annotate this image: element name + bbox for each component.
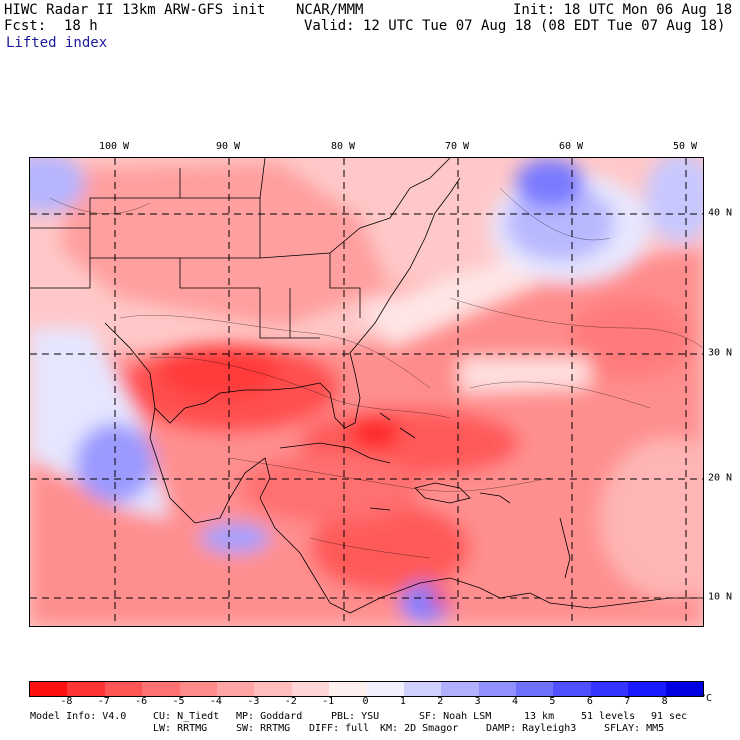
color-scale-segment xyxy=(67,682,105,696)
color-scale-tick-label: 0 xyxy=(362,696,369,707)
field-name: Lifted index xyxy=(6,35,108,51)
valid-time: Valid: 12 UTC Tue 07 Aug 18 (08 EDT Tue … xyxy=(304,18,726,34)
lon-label-90w: 90 W xyxy=(215,141,241,152)
lat-lon-grid xyxy=(30,158,703,626)
color-scale-tick-label: 8 xyxy=(661,696,668,707)
footer-levels: 51 levels xyxy=(581,711,636,722)
footer-surface-layer: SFLAY: MM5 xyxy=(604,723,665,734)
color-scale-tick-label: -5 xyxy=(172,696,185,707)
color-scale-tick-label: 2 xyxy=(437,696,444,707)
color-scale-segment xyxy=(216,682,255,696)
color-scale-tick-label: -6 xyxy=(135,696,148,707)
footer-km: KM: 2D Smagor xyxy=(380,723,459,734)
color-scale-segment xyxy=(30,682,68,696)
color-scale-tick-label: -1 xyxy=(322,696,335,707)
color-scale-segment xyxy=(516,682,554,696)
forecast-hour: 18 h xyxy=(64,18,98,34)
color-scale-segment xyxy=(403,682,442,696)
footer-model-info: Model Info: V4.0 xyxy=(30,711,127,722)
color-scale-tick-label: 3 xyxy=(474,696,481,707)
lon-label-50w: 50 W xyxy=(672,141,698,152)
color-scale-segment xyxy=(665,682,704,696)
footer-diffusion: DIFF: full xyxy=(309,723,370,734)
unit-label: °C xyxy=(700,693,713,704)
footer-pbl: PBL: YSU xyxy=(331,711,380,722)
coastlines xyxy=(30,158,703,614)
color-scale-segment xyxy=(366,682,404,696)
footer-cumulus: CU: N_Tiedt xyxy=(153,711,220,722)
color-scale-tick-label: 1 xyxy=(399,696,406,707)
forecast-label: Fcst: xyxy=(4,18,47,34)
footer-damping: DAMP: Rayleigh3 xyxy=(486,723,577,734)
color-scale-tick-label: -7 xyxy=(97,696,110,707)
color-scale-segment xyxy=(628,682,666,696)
lon-label-80w: 80 W xyxy=(330,141,356,152)
color-scale-segment xyxy=(441,682,479,696)
color-scale-tick-label: -3 xyxy=(247,696,260,707)
color-scale-segment xyxy=(478,682,517,696)
color-scale-segment xyxy=(553,682,591,696)
map-title: HIWC Radar II 13km ARW-GFS init xyxy=(4,2,266,18)
lat-label-20n: 20 N xyxy=(708,472,733,484)
lifted-index-field xyxy=(30,158,703,626)
color-scale-segment xyxy=(104,682,143,696)
map-canvas xyxy=(30,158,703,626)
contour-lines xyxy=(49,187,703,559)
color-scale-segment xyxy=(254,682,292,696)
lon-label-100w: 100 W xyxy=(98,141,130,152)
lon-label-60w: 60 W xyxy=(558,141,584,152)
footer-timestep: 91 sec xyxy=(651,711,688,722)
lifted-index-map xyxy=(29,157,704,627)
footer-longwave: LW: RRTMG xyxy=(153,723,208,734)
color-scale-tick-label: 6 xyxy=(586,696,593,707)
color-scale-bar xyxy=(29,681,704,697)
color-scale-tick-label: 5 xyxy=(549,696,556,707)
color-scale-segment xyxy=(142,682,180,696)
color-scale-tick-label: -4 xyxy=(209,696,222,707)
color-scale-tick-label: 7 xyxy=(624,696,631,707)
color-scale-tick-label: -8 xyxy=(60,696,73,707)
lat-label-10n: 10 N xyxy=(708,591,733,603)
color-scale-segment xyxy=(590,682,629,696)
footer-shortwave: SW: RRTMG xyxy=(236,723,291,734)
color-scale-segment xyxy=(291,682,330,696)
init-time: Init: 18 UTC Mon 06 Aug 18 xyxy=(513,2,733,18)
lon-label-70w: 70 W xyxy=(444,141,470,152)
footer-microphysics: MP: Goddard xyxy=(236,711,303,722)
footer-resolution: 13 km xyxy=(524,711,555,722)
color-scale-tick-label: -2 xyxy=(284,696,297,707)
footer-surface: SF: Noah LSM xyxy=(419,711,492,722)
color-scale-segment xyxy=(329,682,367,696)
color-scale-segment xyxy=(179,682,217,696)
organization: NCAR/MMM xyxy=(296,2,364,18)
lat-label-40n: 40 N xyxy=(708,207,733,219)
color-scale-tick-label: 4 xyxy=(512,696,519,707)
lat-label-30n: 30 N xyxy=(708,347,733,359)
